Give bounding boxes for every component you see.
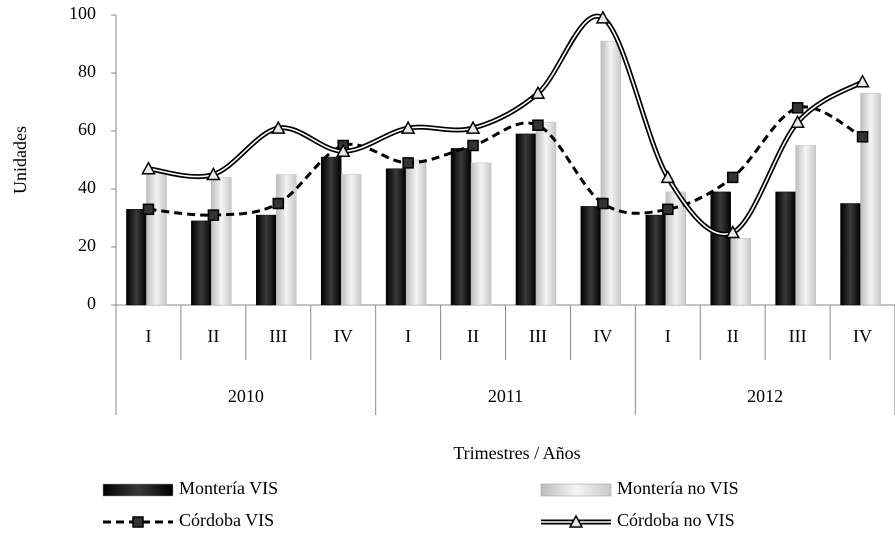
- marker: [206, 166, 221, 181]
- x-tick-label: I: [405, 326, 411, 346]
- bar: [211, 177, 232, 306]
- bar: [450, 148, 472, 306]
- marker: [467, 139, 479, 152]
- bar: [795, 145, 816, 306]
- y-tick-label: 0: [87, 293, 96, 313]
- y-tick-label: 100: [69, 3, 96, 23]
- legend-label: Montería VIS: [179, 478, 278, 498]
- bar: [645, 214, 667, 306]
- marker: [568, 514, 584, 528]
- bar: [320, 156, 342, 306]
- y-tick-label: 80: [78, 61, 96, 81]
- x-tick-label: III: [529, 326, 547, 346]
- marker: [141, 161, 156, 175]
- marker: [595, 10, 611, 24]
- marker: [660, 169, 676, 184]
- marker: [597, 197, 609, 210]
- marker: [142, 203, 155, 216]
- y-tick-label: 40: [78, 177, 96, 197]
- marker: [725, 224, 740, 239]
- line: [148, 13, 864, 237]
- marker: [790, 114, 805, 129]
- bar: [600, 40, 622, 306]
- marker: [207, 209, 220, 221]
- x-tick-label: III: [789, 326, 807, 346]
- legend-swatch: [102, 483, 174, 497]
- bar: [276, 174, 297, 306]
- legend-swatch: [540, 483, 612, 497]
- x-tick-label: II: [727, 326, 739, 346]
- bar: [535, 122, 557, 306]
- marker: [726, 171, 739, 184]
- marker: [402, 157, 414, 169]
- x-tick-label: I: [665, 326, 671, 346]
- group-label: 2010: [228, 386, 264, 406]
- x-tick-label: III: [269, 326, 287, 346]
- marker: [530, 85, 546, 100]
- marker: [855, 74, 870, 88]
- bar: [775, 191, 796, 306]
- x-tick-label: IV: [593, 326, 612, 346]
- bar: [340, 174, 362, 306]
- marker: [335, 143, 351, 158]
- x-tick-label: II: [207, 326, 219, 346]
- x-tick-label: II: [467, 326, 479, 346]
- marker: [662, 203, 674, 216]
- marker: [271, 120, 286, 134]
- marker: [532, 119, 544, 131]
- y-tick-label: 60: [78, 119, 96, 139]
- bar: [710, 191, 731, 306]
- y-tick-label: 20: [78, 235, 96, 255]
- bar: [730, 238, 751, 306]
- legend-label: Córdoba no VIS: [617, 510, 735, 530]
- group-label: 2012: [747, 386, 783, 406]
- legend-label: Córdoba VIS: [179, 510, 274, 530]
- legend-label: Montería no VIS: [617, 478, 739, 498]
- marker: [272, 197, 285, 210]
- marker: [465, 120, 481, 134]
- bar: [840, 203, 861, 306]
- bar: [126, 209, 147, 306]
- x-axis-label: Trimestres / Años: [453, 443, 580, 463]
- bar: [580, 206, 602, 306]
- x-tick-label: I: [145, 326, 151, 346]
- bar: [191, 220, 212, 306]
- group-label: 2011: [488, 386, 523, 406]
- bar: [256, 214, 277, 306]
- bar: [405, 159, 427, 306]
- bar: [146, 171, 167, 306]
- x-tick-label: IV: [334, 326, 353, 346]
- bar: [470, 162, 492, 306]
- bar: [515, 133, 537, 306]
- x-tick-label: IV: [853, 326, 872, 346]
- marker: [856, 131, 869, 143]
- y-axis-label: Unidades: [10, 126, 30, 194]
- marker: [400, 120, 416, 134]
- marker: [132, 516, 144, 528]
- marker: [791, 102, 804, 114]
- bar: [385, 168, 407, 306]
- bar: [860, 93, 881, 306]
